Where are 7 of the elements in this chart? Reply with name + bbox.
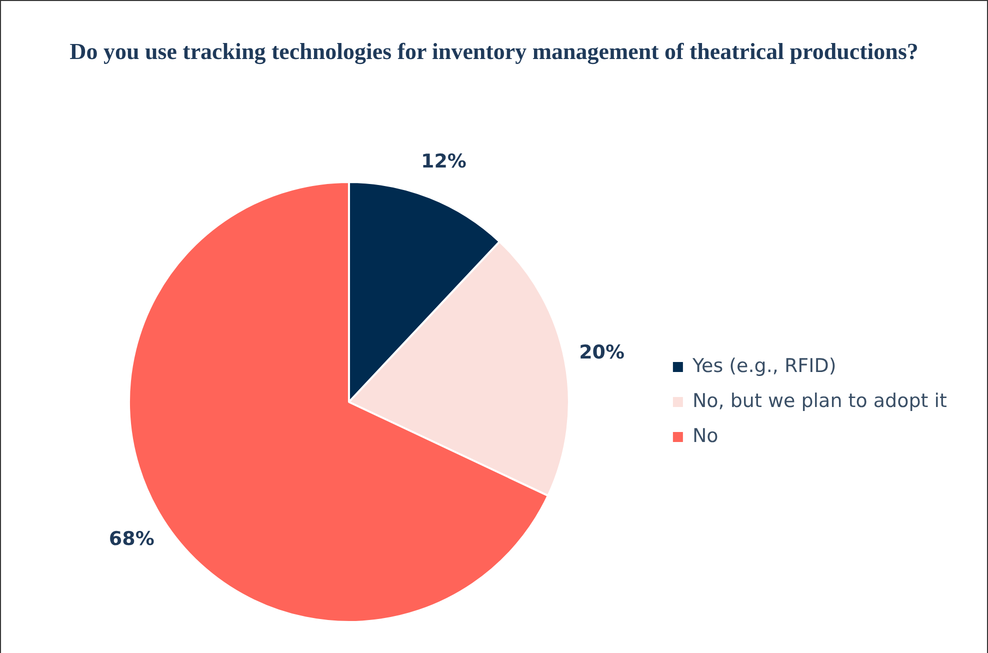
data-label: 20% [579, 342, 625, 364]
chart-title: Do you use tracking technologies for inventory management of theatrical productions? [68, 38, 920, 66]
data-label: 12% [420, 150, 466, 173]
legend-label: No, but we plan to adopt it [692, 390, 947, 412]
legend-label: Yes (e.g., RFID) [691, 354, 836, 377]
legend-label: No [692, 424, 718, 447]
data-label: 68% [108, 528, 154, 550]
